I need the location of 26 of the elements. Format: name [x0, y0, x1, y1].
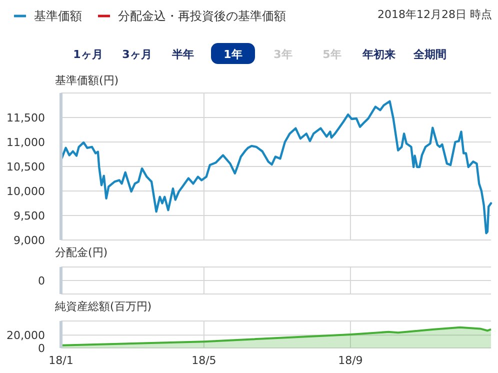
text: 年初来	[362, 48, 396, 61]
text: 5年	[322, 48, 342, 61]
x-tick-label: 18/5	[192, 354, 216, 367]
y-tick-label: 11,500	[6, 111, 45, 124]
y-tick-label: 10,500	[6, 160, 45, 174]
text: 1年	[224, 48, 242, 61]
y-tick-label: 20,000	[6, 328, 45, 342]
chart-subtitle: 2018年12月28日 時点	[378, 8, 492, 21]
text: 3ヶ月	[122, 48, 152, 61]
line-series	[60, 100, 492, 234]
y-tick-label: 10,000	[6, 184, 45, 198]
text: 全期間	[412, 48, 446, 61]
text: 分配金(円)	[55, 246, 108, 259]
x-tick-label: 18/9	[338, 354, 363, 367]
text: 3年	[274, 48, 292, 61]
y-tick-label: 9,500	[14, 209, 45, 222]
legend-label: 分配金込・再投資後の基準価額	[118, 9, 286, 23]
y-tick-label: 0	[38, 342, 45, 355]
legend-label: 基準価額	[34, 9, 82, 23]
y-tick-label: 11,000	[6, 136, 45, 149]
x-tick-label: 18/1	[48, 354, 74, 367]
text: 半年	[171, 48, 194, 61]
y-tick-label: 9,000	[14, 234, 45, 247]
y-axis-title: 基準価額(円)	[55, 74, 119, 87]
text: 1ヶ月	[73, 48, 103, 61]
y-axis-title: 純資産総額(百万円)	[55, 300, 152, 313]
